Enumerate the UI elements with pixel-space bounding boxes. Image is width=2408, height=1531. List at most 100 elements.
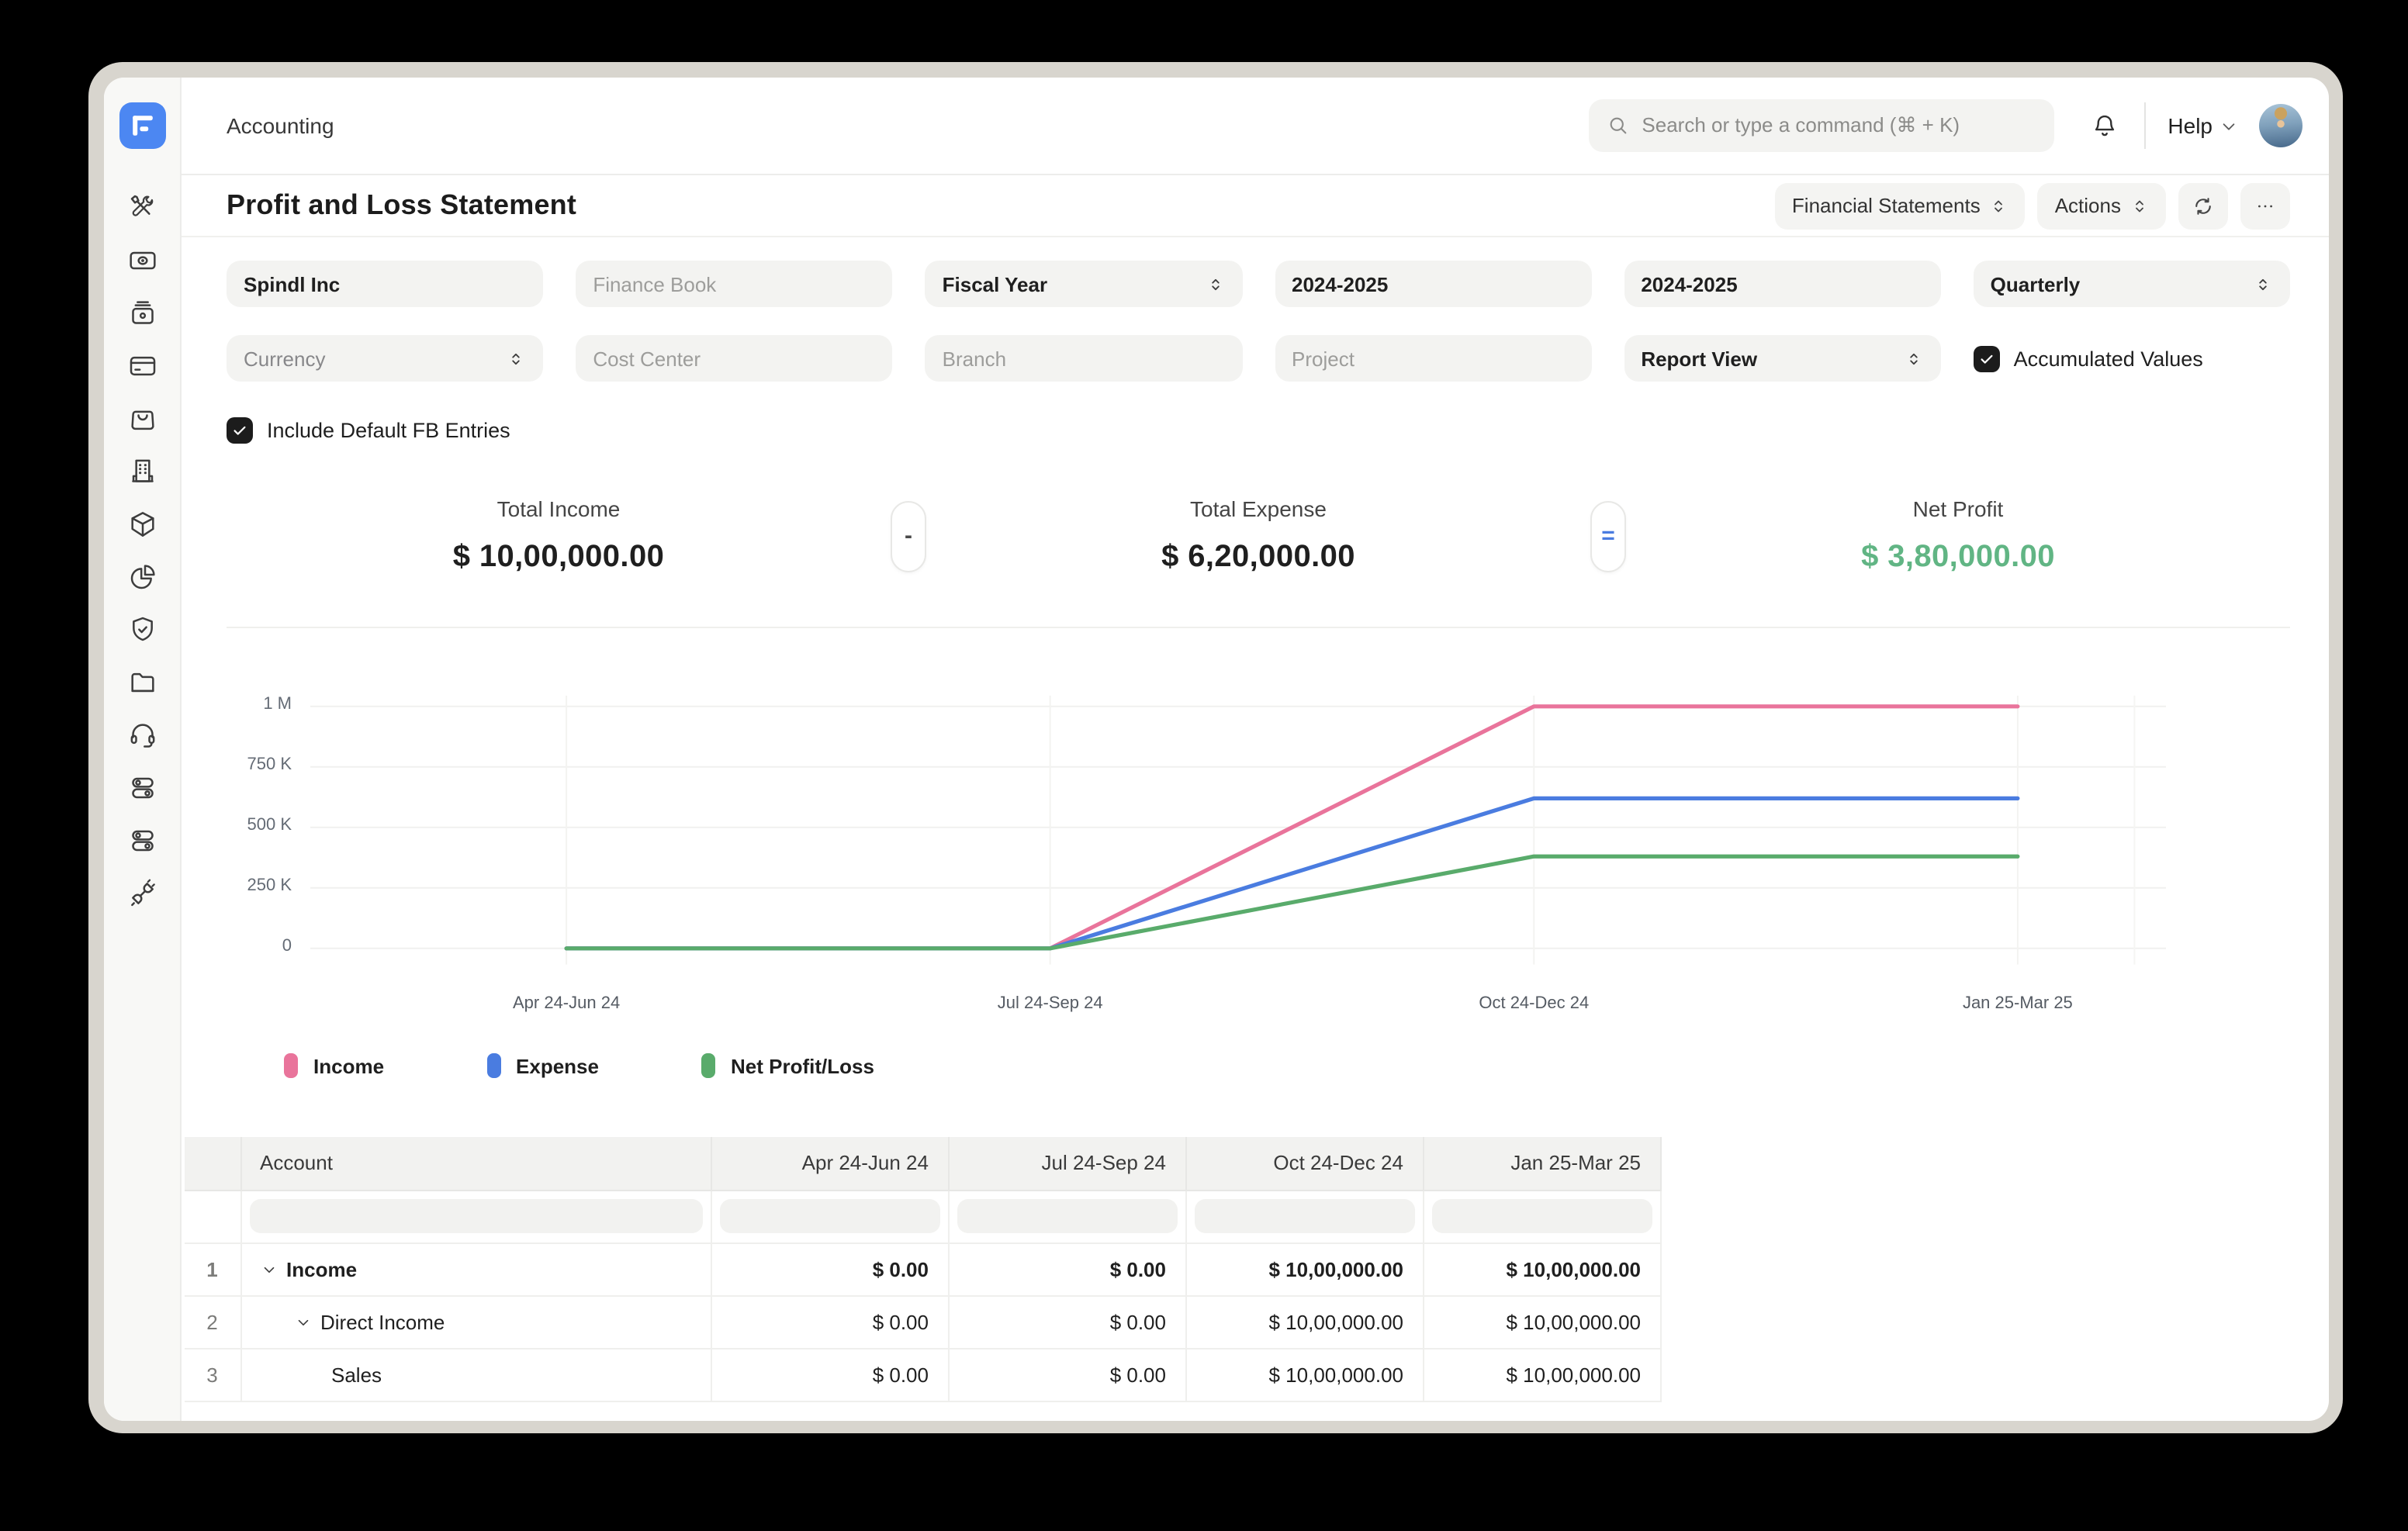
refresh-icon (2195, 197, 2211, 214)
cash-register-icon[interactable] (126, 298, 157, 329)
folder-icon[interactable] (126, 667, 157, 698)
column-filter-input[interactable] (719, 1199, 939, 1233)
select-updown-icon (506, 348, 526, 368)
report-view-select[interactable]: Report View (1624, 335, 1941, 382)
more-menu-button[interactable] (2240, 182, 2290, 229)
search-placeholder: Search or type a command (⌘ + K) (1642, 113, 1960, 137)
q1-column-header[interactable]: Apr 24-Jun 24 (711, 1137, 949, 1191)
search-icon (1611, 117, 1627, 134)
x-tick-label: Oct 24-Dec 24 (1479, 994, 1590, 1013)
search-input[interactable]: Search or type a command (⌘ + K) (1589, 99, 2055, 152)
page-header-actions: Financial Statements Actions (1774, 182, 2290, 229)
total-income-value: $ 10,00,000.00 (452, 540, 665, 574)
series-line-net-profit-loss (566, 856, 2018, 949)
chart-y-axis-labels: 0 250 K 500 K 750 K 1 M (227, 690, 292, 973)
periodicity-select[interactable]: Quarterly (1973, 261, 2290, 307)
amount-cell: $ 10,00,000.00 (1185, 1295, 1424, 1349)
start-fiscal-year-filter[interactable]: 2024-2025 (1275, 261, 1592, 307)
icon-sidebar (104, 78, 182, 1421)
amount-cell: $ 0.00 (711, 1242, 949, 1296)
building-icon[interactable] (126, 456, 157, 487)
shield-check-icon[interactable] (126, 614, 157, 645)
checkbox-checked-icon (1973, 345, 2000, 372)
shopping-bag-icon[interactable] (126, 403, 157, 434)
row-number: 3 (185, 1348, 241, 1401)
pie-chart-icon[interactable] (126, 562, 157, 593)
erpnext-logo[interactable] (119, 102, 165, 149)
legend-item-income: Income (284, 1053, 384, 1078)
accumulated-values-label: Accumulated Values (2013, 347, 2203, 370)
amount-cell: $ 0.00 (711, 1348, 949, 1401)
accumulated-values-checkbox[interactable]: Accumulated Values (1973, 335, 2290, 382)
workspace-title: Accounting (227, 113, 334, 138)
row-number: 1 (185, 1242, 241, 1296)
report-table: Account Apr 24-Jun 24 Jul 24-Sep 24 Oct … (185, 1137, 1661, 1401)
project-filter[interactable]: Project (1275, 335, 1592, 382)
help-label: Help (2168, 113, 2213, 138)
company-filter[interactable]: Spindl Inc (227, 261, 544, 307)
help-menu[interactable]: Help (2168, 113, 2237, 138)
chart-svg (310, 690, 2166, 973)
q3-column-header[interactable]: Oct 24-Dec 24 (1185, 1137, 1424, 1191)
total-income-label: Total Income (496, 496, 621, 521)
net-profit-label: Net Profit (1912, 496, 2004, 521)
checkbox-checked-icon (227, 417, 253, 444)
row-number: 2 (185, 1295, 241, 1349)
user-avatar[interactable] (2259, 104, 2302, 147)
net-profit-summary: Net Profit $ 3,80,000.00 (1626, 496, 2290, 575)
amount-cell: $ 0.00 (948, 1295, 1186, 1349)
account-cell-income[interactable]: Income (240, 1242, 711, 1296)
report-group-dropdown[interactable]: Financial Statements (1774, 182, 2026, 229)
account-cell-direct-income[interactable]: Direct Income (240, 1295, 711, 1349)
legend-item-expense: Expense (486, 1053, 599, 1078)
report-summary: Total Income $ 10,00,000.00 - Total Expe… (227, 496, 2290, 628)
toggles-alt-icon[interactable] (126, 825, 157, 856)
total-income-summary: Total Income $ 10,00,000.00 (227, 496, 891, 575)
account-cell-sales[interactable]: Sales (240, 1348, 711, 1401)
select-updown-icon (1205, 274, 1225, 294)
amount-cell: $ 10,00,000.00 (1185, 1348, 1424, 1401)
include-default-fb-label: Include Default FB Entries (267, 419, 510, 442)
toggles-icon[interactable] (126, 772, 157, 804)
tools-icon[interactable] (126, 192, 157, 223)
main-panel: Accounting Search or type a command (⌘ +… (182, 78, 2329, 1421)
y-tick-label: 250 K (247, 876, 292, 896)
column-filter-input[interactable] (249, 1199, 702, 1233)
table-row: 3 Sales $ 0.00 $ 0.00 $ 10,00,000.00 $ 1… (185, 1348, 1661, 1401)
expense-legend-swatch (486, 1053, 501, 1078)
finance-book-filter[interactable]: Finance Book (576, 261, 893, 307)
column-filter-input[interactable] (1431, 1199, 1652, 1233)
actions-dropdown[interactable]: Actions (2037, 182, 2166, 229)
net-profit-value: $ 3,80,000.00 (1861, 540, 2055, 574)
chart-x-axis-labels: Apr 24-Jun 24 Jul 24-Sep 24 Oct 24-Dec 24 J… (310, 994, 2166, 1016)
account-column-header[interactable]: Account (240, 1137, 711, 1191)
net-profit-legend-swatch (701, 1053, 715, 1078)
plug-icon[interactable] (126, 878, 157, 909)
sidebar-icon-list (126, 192, 157, 909)
include-default-fb-checkbox[interactable]: Include Default FB Entries (227, 417, 2290, 444)
banknote-icon[interactable] (126, 245, 157, 276)
amount-cell: $ 10,00,000.00 (1423, 1242, 1661, 1296)
credit-card-icon[interactable] (126, 351, 157, 382)
y-tick-label: 750 K (247, 755, 292, 775)
amount-cell: $ 10,00,000.00 (1423, 1348, 1661, 1401)
package-icon[interactable] (126, 509, 157, 540)
currency-select[interactable]: Currency (227, 335, 544, 382)
filter-based-on-select[interactable]: Fiscal Year (925, 261, 1242, 307)
column-filter-input[interactable] (957, 1199, 1177, 1233)
notifications-button[interactable] (2082, 104, 2126, 147)
chart-plot-area (310, 690, 2166, 973)
app-window-frame: Accounting Search or type a command (⌘ +… (88, 62, 2343, 1433)
end-fiscal-year-filter[interactable]: 2024-2025 (1624, 261, 1941, 307)
table-row: 1 Income $ 0.00 $ 0.00 $ 10,00,000.00 $ … (185, 1242, 1661, 1296)
q2-column-header[interactable]: Jul 24-Sep 24 (948, 1137, 1186, 1191)
branch-filter[interactable]: Branch (925, 335, 1242, 382)
series-line-expense (566, 798, 2018, 948)
filters-section: Spindl Inc Finance Book Fiscal Year 2024… (182, 237, 2329, 444)
column-filter-input[interactable] (1194, 1199, 1414, 1233)
q4-column-header[interactable]: Jan 25-Mar 25 (1423, 1137, 1661, 1191)
headset-icon[interactable] (126, 720, 157, 751)
refresh-button[interactable] (2178, 182, 2228, 229)
cost-center-filter[interactable]: Cost Center (576, 335, 893, 382)
navbar-right: Search or type a command (⌘ + K) Help (1589, 99, 2302, 152)
